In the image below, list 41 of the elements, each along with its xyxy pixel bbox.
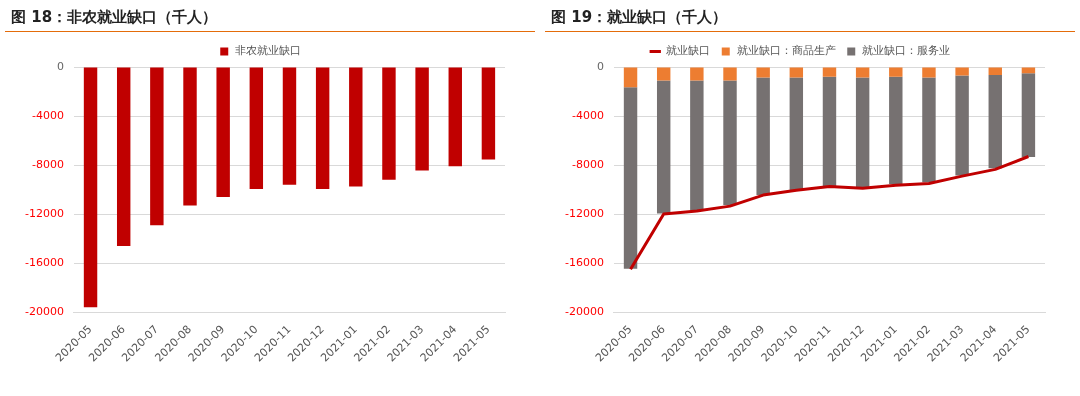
bar [988,67,1002,75]
y-tick-label: -16000 [564,255,604,269]
bar [623,87,638,269]
bar [756,67,770,78]
bar [1021,73,1036,158]
bar [922,67,936,78]
y-tick-label: -8000 [31,157,64,171]
y-tick-label: -20000 [564,305,604,319]
y-tick-label: 0 [596,59,604,73]
bar [889,76,903,185]
bar [822,67,837,77]
legend-label: 就业缺口 [666,44,711,58]
bar [723,67,737,81]
y-tick-label: -4000 [31,108,64,122]
bar [955,75,969,176]
y-tick-label: -20000 [24,305,64,319]
bar [988,74,1002,169]
bar [656,67,671,81]
y-tick-label: -12000 [564,206,604,220]
bar [855,77,870,188]
legend-label: 非农就业缺口 [235,44,302,58]
bar [690,80,704,211]
y-tick-label: 0 [56,59,64,73]
bar [789,77,804,191]
bar [756,77,770,196]
y-tick-label: -8000 [571,157,604,171]
legend-label: 就业缺口：商品生产 [736,44,836,58]
legend-label: 就业缺口：服务业 [862,44,951,58]
bar [922,77,936,183]
bar [889,67,903,77]
bar [955,67,969,76]
bar [690,67,704,81]
bar [656,80,671,214]
y-tick-label: -16000 [24,255,64,269]
bar [623,67,638,88]
y-tick-label: -12000 [24,206,64,220]
chart-title: 图 19：就业缺口（千人） [545,0,1075,32]
chart-title: 图 18：非农就业缺口（千人） [5,0,535,32]
bar [723,80,737,205]
bar [822,76,837,186]
y-tick-label: -4000 [571,108,604,122]
